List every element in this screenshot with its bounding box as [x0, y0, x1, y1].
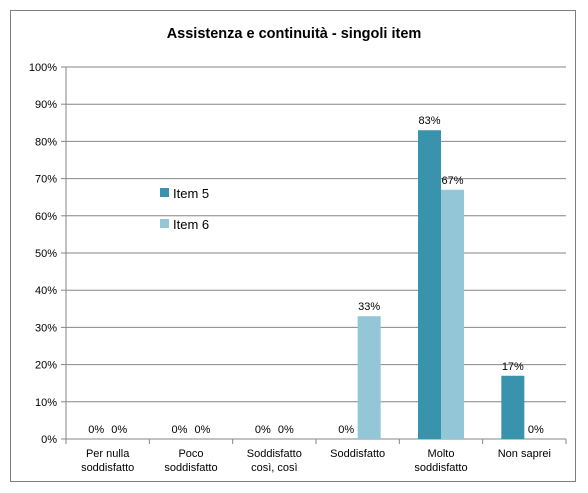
x-category-label: Soddisfatto così, così: [247, 448, 302, 474]
data-label: 0%: [278, 424, 294, 436]
y-tick-label: 80%: [35, 136, 57, 148]
chart-title: Assistenza e continuità - singoli item: [166, 26, 422, 42]
y-tick-label: 50%: [35, 248, 57, 260]
legend: Item 5 Item 6: [160, 186, 209, 232]
legend-label: Item 5: [173, 186, 209, 201]
gridlines: [66, 66, 566, 403]
legend-swatch: [160, 188, 169, 197]
x-category-label: Molto soddisfatto: [414, 448, 467, 474]
bar-item-5: [418, 130, 441, 440]
chart-frame: [10, 10, 576, 482]
y-tick-label: 0%: [41, 434, 57, 446]
x-category-label: Poco soddisfatto: [164, 448, 217, 474]
legend-swatch: [160, 219, 169, 228]
y-tick-label: 100%: [29, 62, 57, 74]
data-label: 0%: [338, 424, 354, 436]
y-tick-label: 90%: [35, 99, 57, 111]
data-label: 33%: [358, 301, 380, 313]
data-label: 0%: [528, 424, 544, 436]
y-tick-label: 40%: [35, 285, 57, 297]
bar-item-6: [357, 316, 381, 439]
y-tick-label: 60%: [35, 211, 57, 223]
y-tick-label: 20%: [35, 360, 57, 372]
bars: [357, 130, 525, 440]
data-label: 0%: [172, 424, 188, 436]
x-category-label: Non saprei: [498, 448, 551, 460]
data-label: 83%: [418, 115, 440, 127]
data-label: 0%: [111, 424, 127, 436]
y-tick-label: 70%: [35, 174, 57, 186]
x-category-label: Soddisfatto: [330, 448, 385, 460]
axes: 0% 10% 20% 30% 40% 50% 60% 70% 80% 90% 100% Per nul…: [29, 62, 567, 474]
x-category-label: Per nulla soddisfatto: [81, 448, 134, 474]
y-tick-label: 30%: [35, 322, 57, 334]
data-labels: 0% 0% 0% 0% 83% 17% 0% 0% 0% 33% 67% 0%: [88, 115, 544, 436]
bar-item-6: [441, 189, 464, 439]
data-label: 17%: [502, 361, 524, 373]
data-label: 67%: [441, 175, 463, 187]
y-tick-label: 10%: [35, 397, 57, 409]
data-label: 0%: [195, 424, 211, 436]
data-label: 0%: [255, 424, 271, 436]
legend-label: Item 6: [173, 217, 209, 232]
bar-item-5: [501, 375, 525, 439]
data-label: 0%: [88, 424, 104, 436]
